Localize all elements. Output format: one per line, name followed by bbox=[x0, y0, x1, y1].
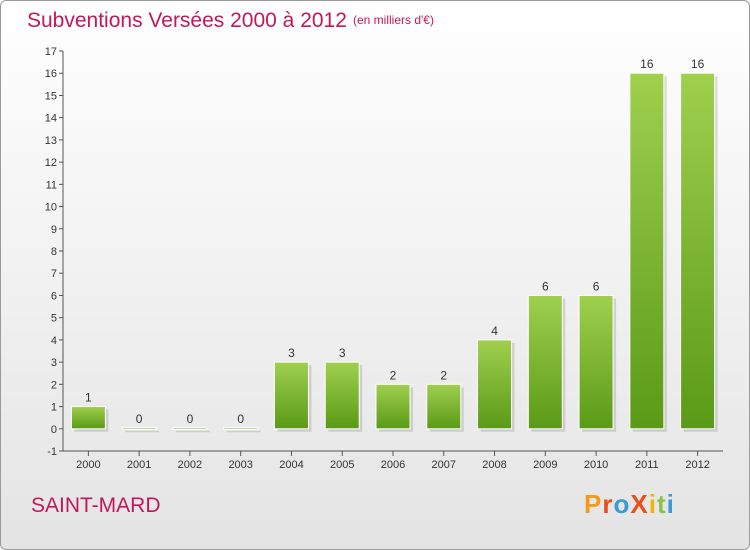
x-tick-label: 2001 bbox=[127, 459, 151, 471]
y-tick-label: 9 bbox=[51, 224, 57, 236]
y-tick-label: 2 bbox=[51, 379, 57, 391]
x-tick-label: 2012 bbox=[685, 459, 709, 471]
value-label: 0 bbox=[136, 412, 143, 426]
y-tick-label: 5 bbox=[51, 313, 57, 325]
y-tick-label: 15 bbox=[45, 90, 57, 102]
y-tick-label: 6 bbox=[51, 290, 57, 302]
y-tick-label: 17 bbox=[45, 46, 57, 58]
chart-title: Subventions Versées 2000 à 2012 bbox=[27, 9, 347, 32]
x-tick-label: 2006 bbox=[381, 459, 405, 471]
value-label: 16 bbox=[691, 57, 705, 71]
y-tick-label: -1 bbox=[47, 446, 57, 458]
x-tick-label: 2000 bbox=[76, 459, 100, 471]
value-label: 4 bbox=[491, 324, 498, 338]
value-label: 6 bbox=[542, 279, 549, 293]
logo-letter: P bbox=[584, 489, 603, 519]
bar-2010[interactable] bbox=[578, 294, 614, 430]
value-label: 3 bbox=[339, 346, 346, 360]
bar-shadow bbox=[226, 430, 261, 433]
x-tick-label: 2005 bbox=[330, 459, 354, 471]
value-label: 2 bbox=[390, 368, 397, 382]
value-label: 6 bbox=[593, 279, 600, 293]
commune-name: SAINT-MARD bbox=[31, 494, 161, 517]
x-tick-label: 2007 bbox=[432, 459, 456, 471]
value-label: 3 bbox=[288, 346, 295, 360]
bar-2000[interactable] bbox=[70, 406, 106, 430]
logo-letter: o bbox=[613, 489, 631, 519]
bar-2009[interactable] bbox=[527, 294, 563, 430]
logo-letter: i bbox=[648, 489, 657, 519]
y-tick-label: 14 bbox=[45, 113, 57, 125]
logo-letter: X bbox=[630, 489, 649, 519]
y-tick-label: 16 bbox=[45, 68, 57, 80]
x-tick-label: 2002 bbox=[178, 459, 202, 471]
logo-letter: t bbox=[656, 489, 667, 519]
bar-2008[interactable] bbox=[477, 339, 513, 430]
x-tick-label: 2004 bbox=[279, 459, 303, 471]
logo-letter: i bbox=[666, 489, 675, 519]
bar-shadow bbox=[125, 430, 160, 433]
bar-shadow bbox=[175, 430, 210, 433]
x-tick-label: 2011 bbox=[635, 459, 659, 471]
x-tick-label: 2009 bbox=[533, 459, 557, 471]
y-tick-label: 3 bbox=[51, 357, 57, 369]
logo-letter: r bbox=[602, 489, 614, 519]
x-tick-label: 2008 bbox=[482, 459, 506, 471]
bar-2004[interactable] bbox=[273, 361, 309, 430]
bar-2006[interactable] bbox=[375, 383, 411, 430]
y-tick-label: 8 bbox=[51, 246, 57, 258]
value-label: 2 bbox=[440, 368, 447, 382]
bar-2007[interactable] bbox=[426, 383, 462, 430]
y-tick-label: 13 bbox=[45, 135, 57, 147]
value-label: 0 bbox=[187, 412, 194, 426]
y-tick-label: 7 bbox=[51, 268, 57, 280]
value-label: 0 bbox=[237, 412, 244, 426]
bar-2011[interactable] bbox=[629, 72, 665, 430]
bar-2012[interactable] bbox=[680, 72, 716, 430]
value-label: 1 bbox=[85, 391, 92, 405]
chart-unit: (en milliers d'€) bbox=[353, 13, 434, 27]
bar-2003[interactable] bbox=[223, 427, 259, 430]
x-tick-label: 2003 bbox=[228, 459, 252, 471]
y-tick-label: 12 bbox=[45, 157, 57, 169]
chart-labels: 2000 1 2001 0 2002 0 2003 0 2004 3 2005 3 2006 2 2007 2… bbox=[76, 57, 710, 471]
y-tick-label: 0 bbox=[51, 424, 57, 436]
bar-2001[interactable] bbox=[121, 427, 157, 430]
y-tick-label: 11 bbox=[46, 179, 57, 191]
bar-2002[interactable] bbox=[172, 427, 208, 430]
y-tick-label: 1 bbox=[51, 402, 57, 414]
y-tick-label: 4 bbox=[51, 335, 57, 347]
y-tick-label: 10 bbox=[45, 202, 57, 214]
x-tick-label: 2010 bbox=[584, 459, 608, 471]
bar-2005[interactable] bbox=[324, 361, 360, 430]
value-label: 16 bbox=[640, 57, 654, 71]
chart-bars bbox=[70, 72, 718, 433]
proxiti-logo[interactable]: ProXiti bbox=[584, 489, 675, 520]
